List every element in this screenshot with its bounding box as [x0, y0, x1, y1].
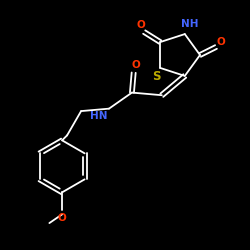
- Text: NH: NH: [181, 19, 198, 29]
- Text: O: O: [137, 20, 145, 30]
- Text: O: O: [58, 213, 66, 223]
- Text: HN: HN: [90, 111, 108, 121]
- Text: S: S: [152, 70, 160, 84]
- Text: O: O: [131, 60, 140, 70]
- Text: O: O: [216, 37, 226, 47]
